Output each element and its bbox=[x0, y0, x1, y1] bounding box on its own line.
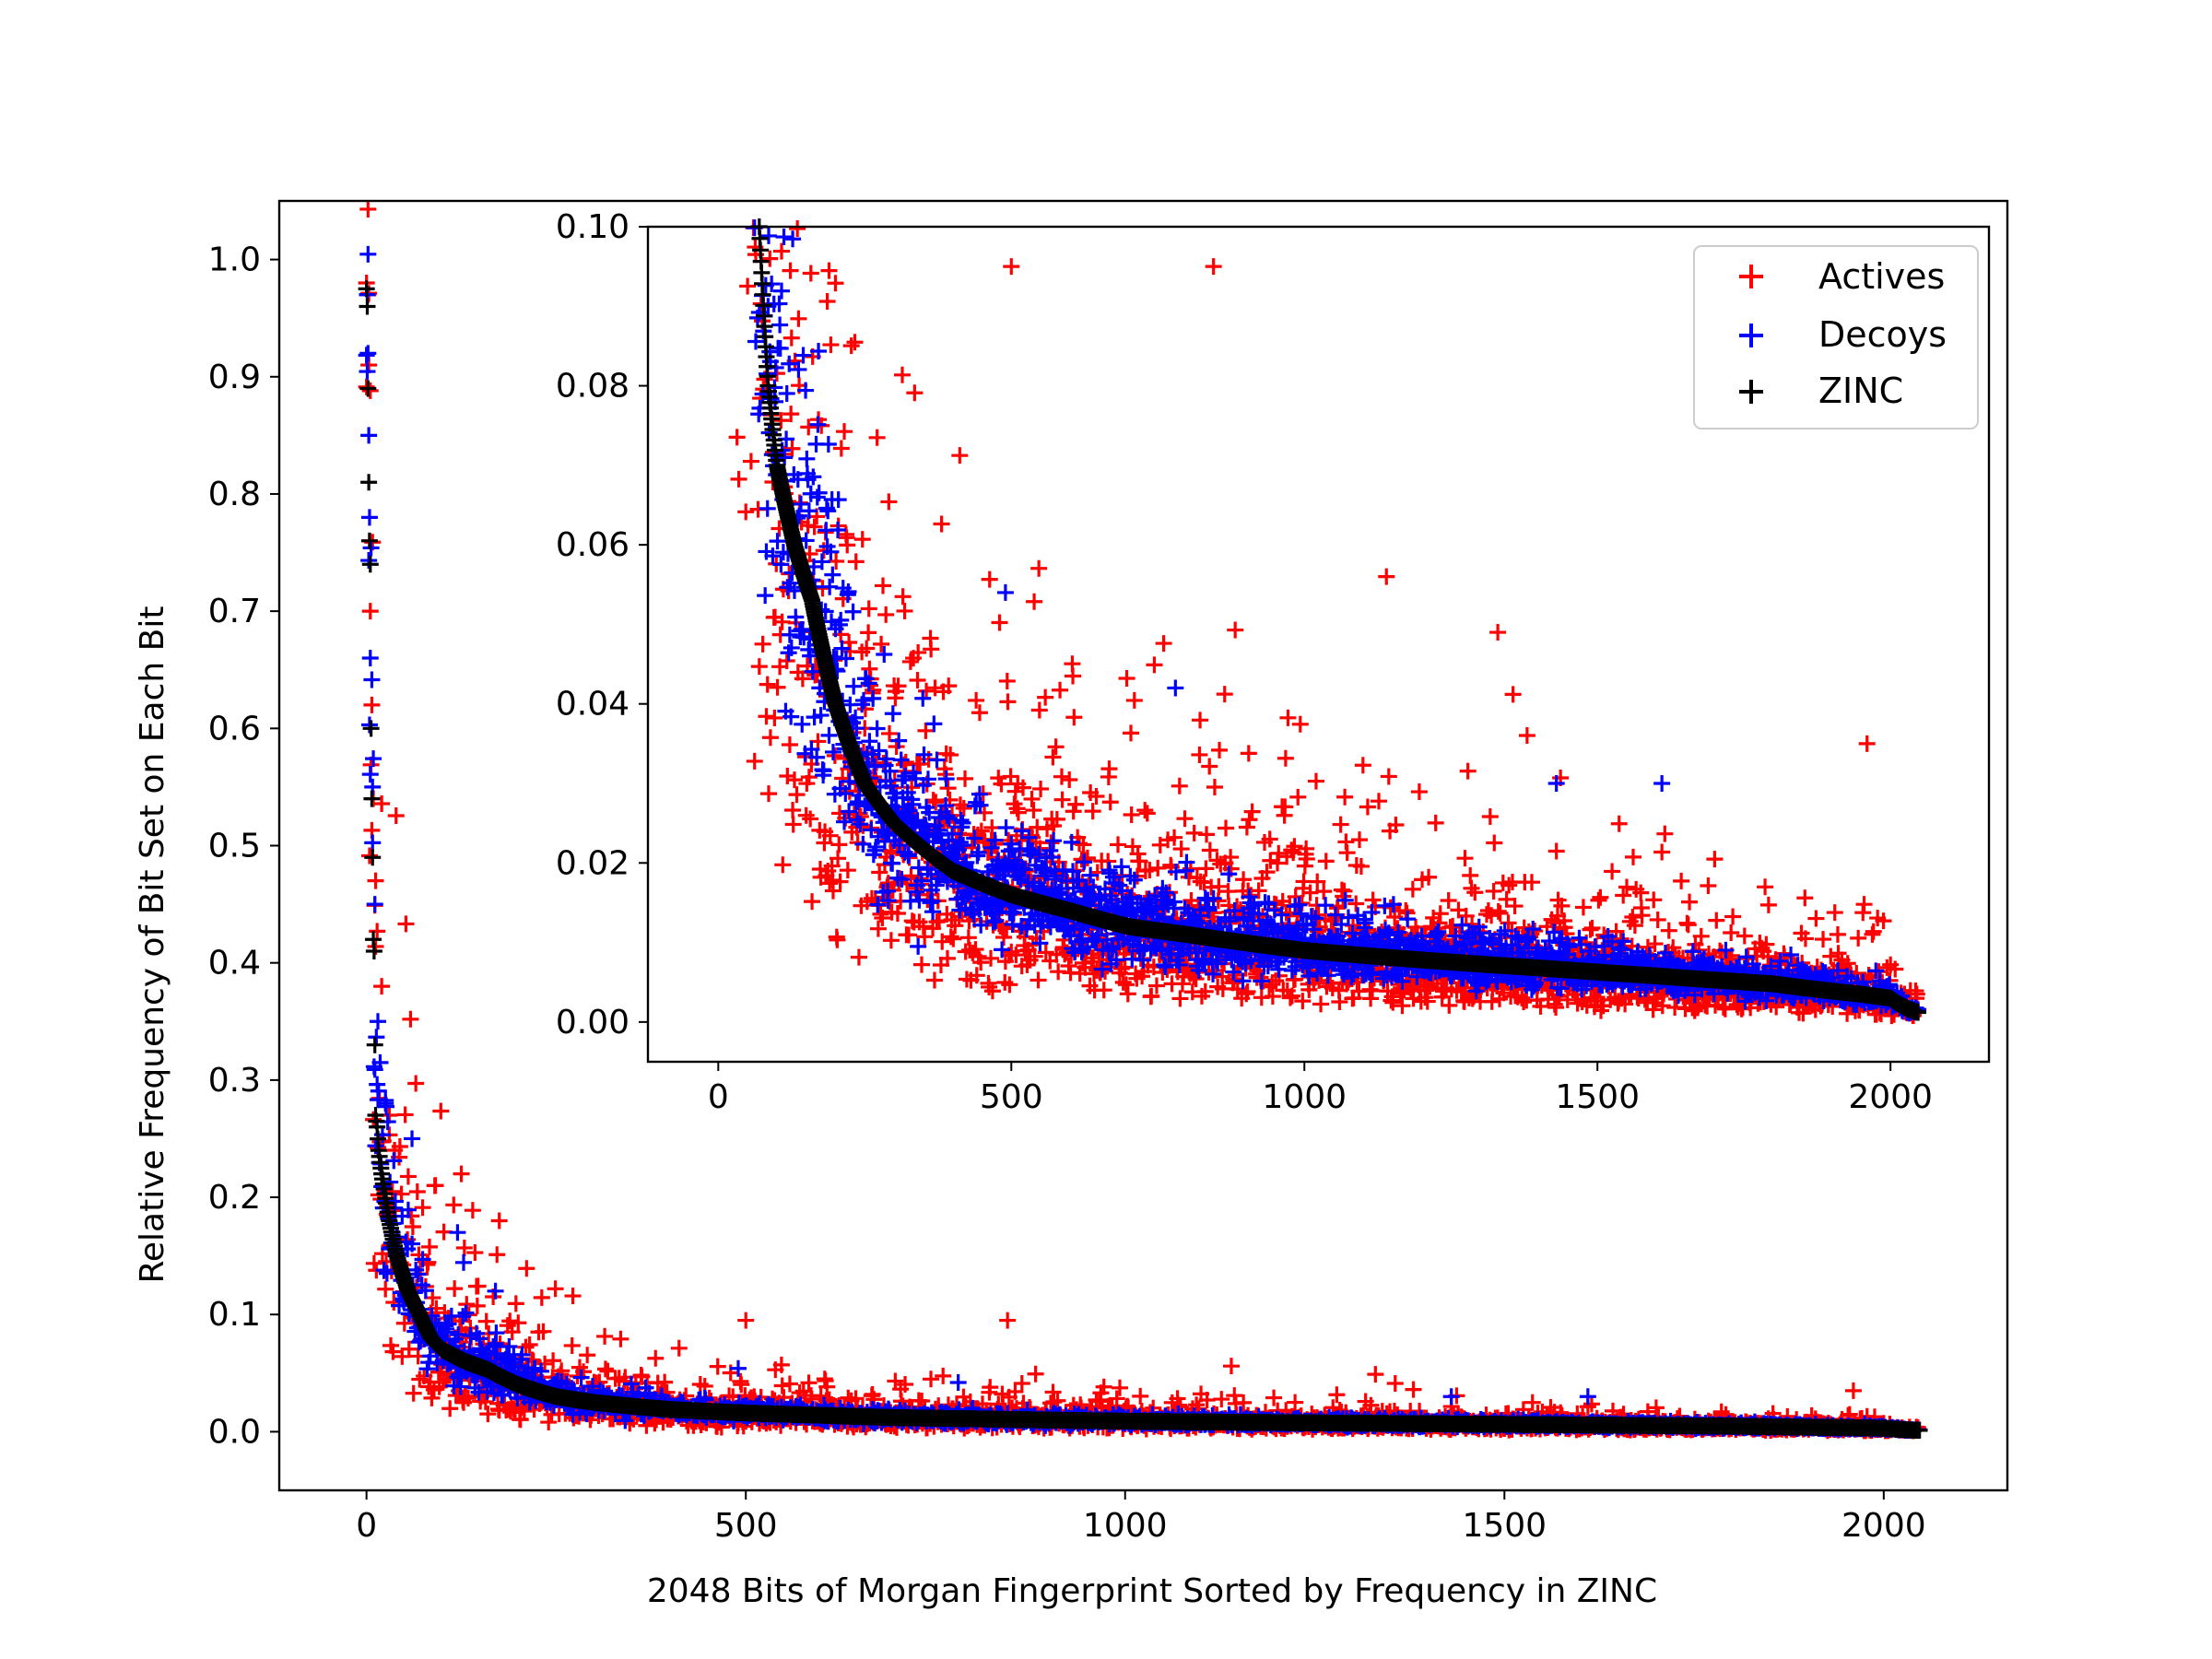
actives-point bbox=[479, 1406, 497, 1423]
actives-point bbox=[563, 1336, 581, 1354]
actives-point bbox=[373, 794, 391, 812]
actives-point bbox=[360, 847, 378, 865]
actives-point bbox=[407, 1075, 425, 1092]
actives-point bbox=[564, 1288, 582, 1305]
actives-point bbox=[423, 1389, 441, 1406]
actives-point bbox=[359, 200, 377, 218]
actives-point bbox=[517, 1338, 535, 1356]
actives-point bbox=[404, 1218, 421, 1235]
actives-point bbox=[535, 1323, 552, 1340]
actives-point bbox=[477, 1393, 494, 1410]
actives-point bbox=[402, 1010, 419, 1028]
main-panel: 0 500 1000 1500 2000 0.00.10.20.30.40.50.60.… bbox=[134, 199, 2009, 1610]
actives-point bbox=[521, 1335, 538, 1353]
actives-point bbox=[469, 1277, 487, 1295]
actives-point bbox=[488, 1246, 506, 1264]
actives-point bbox=[434, 1373, 452, 1391]
actives-point bbox=[533, 1288, 550, 1306]
actives-point bbox=[400, 1340, 418, 1358]
actives-point bbox=[369, 923, 386, 940]
actives-point bbox=[468, 1297, 486, 1314]
actives-point bbox=[455, 1239, 473, 1256]
actives-point bbox=[466, 1244, 484, 1262]
actives-point bbox=[510, 1314, 527, 1332]
actives-point bbox=[536, 1355, 554, 1372]
actives-point bbox=[377, 1280, 394, 1298]
actives-point bbox=[501, 1312, 519, 1330]
actives-point bbox=[579, 1347, 596, 1364]
actives-point bbox=[384, 1343, 402, 1360]
actives-point bbox=[420, 1238, 438, 1255]
actives-point bbox=[540, 1414, 558, 1431]
actives-point bbox=[596, 1327, 614, 1345]
actives-point bbox=[599, 1362, 617, 1380]
actives-point bbox=[503, 1324, 521, 1341]
actives-point bbox=[464, 1202, 481, 1219]
actives-point bbox=[397, 915, 415, 933]
actives-point bbox=[518, 1260, 535, 1277]
actives-point bbox=[361, 382, 379, 399]
actives-point bbox=[547, 1280, 564, 1298]
actives-point bbox=[399, 1168, 417, 1185]
actives-point bbox=[545, 1352, 562, 1370]
actives-point bbox=[396, 1106, 414, 1124]
actives-point bbox=[446, 1280, 464, 1298]
actives-point bbox=[456, 1387, 474, 1405]
actives-point bbox=[477, 1312, 495, 1330]
actives-point bbox=[459, 1390, 477, 1407]
actives-point bbox=[507, 1295, 524, 1312]
actives-point bbox=[405, 1384, 422, 1402]
actives-point bbox=[441, 1400, 459, 1418]
actives-point bbox=[432, 1102, 450, 1120]
actives-point bbox=[414, 1199, 431, 1217]
actives-point bbox=[408, 1183, 426, 1201]
actives-point bbox=[387, 806, 405, 824]
actives-point bbox=[395, 1314, 413, 1332]
actives-point bbox=[358, 378, 375, 395]
actives-point bbox=[596, 1360, 614, 1378]
actives-point bbox=[445, 1196, 463, 1214]
actives-point bbox=[391, 1137, 408, 1155]
